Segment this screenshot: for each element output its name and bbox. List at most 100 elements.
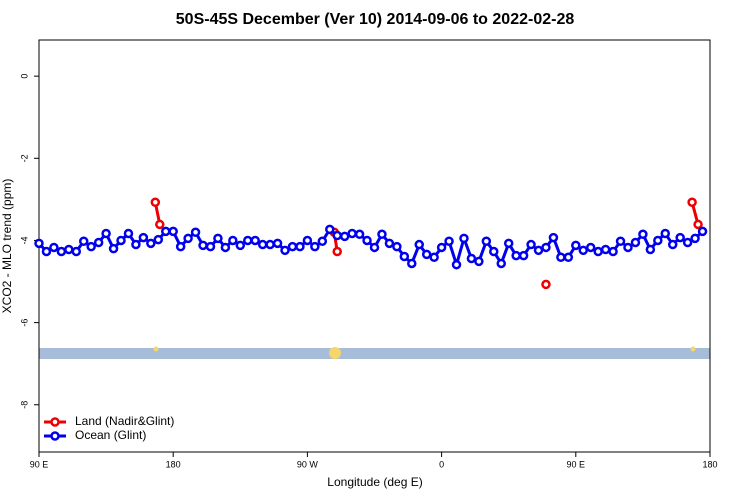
data-point: [585, 242, 596, 253]
y-tick-label: 0: [19, 74, 29, 79]
data-point: [302, 235, 313, 246]
data-point: [123, 228, 134, 239]
data-point: [265, 239, 275, 250]
data-point: [526, 239, 536, 250]
data-point: [108, 243, 119, 254]
x-tick-label: 90 E: [30, 459, 49, 469]
x-tick-label: 90 W: [297, 459, 319, 469]
data-point: [697, 226, 708, 237]
marker-dot: [690, 346, 696, 352]
data-point: [280, 245, 290, 256]
y-tick-label: -4: [19, 236, 29, 244]
x-axis-label: Longitude (deg E): [327, 475, 422, 489]
data-point: [548, 232, 559, 243]
data-point: [213, 233, 223, 244]
data-point: [608, 246, 618, 257]
data-point: [436, 242, 447, 253]
legend-marker: [50, 417, 60, 427]
data-point: [228, 235, 238, 246]
x-tick-label: 180: [702, 459, 717, 469]
data-point: [64, 244, 74, 255]
data-point: [235, 240, 246, 251]
data-point: [146, 238, 156, 249]
data-point: [571, 240, 581, 251]
data-point: [78, 236, 89, 247]
data-point: [287, 241, 298, 252]
data-point: [615, 236, 626, 247]
marker-dot: [329, 347, 341, 359]
data-point: [653, 235, 663, 246]
data-point: [667, 239, 678, 250]
data-point: [660, 228, 671, 239]
data-point: [272, 238, 283, 249]
chart-title: 50S-45S December (Ver 10) 2014-09-06 to …: [176, 11, 575, 28]
data-point: [362, 235, 372, 246]
data-point: [444, 236, 454, 247]
data-point: [150, 197, 161, 208]
data-point: [116, 235, 126, 246]
data-point: [71, 246, 82, 257]
data-point: [34, 238, 44, 249]
data-point: [49, 242, 59, 253]
data-point: [459, 233, 469, 244]
data-point: [205, 241, 216, 252]
data-point: [257, 239, 268, 250]
data-point: [160, 226, 171, 237]
data-point: [138, 232, 149, 243]
data-point: [369, 242, 380, 253]
y-axis-label: XCO2 - MLO trend (ppm): [0, 179, 14, 314]
data-point: [451, 259, 462, 270]
legend-label: Ocean (Glint): [75, 428, 146, 442]
data-point: [421, 249, 432, 260]
data-point: [168, 226, 178, 237]
marker-dot: [153, 346, 159, 352]
data-point: [511, 250, 521, 261]
data-point: [377, 229, 387, 240]
data-point: [623, 242, 633, 253]
data-point: [600, 244, 611, 255]
data-point: [466, 253, 477, 264]
x-tick-label: 90 E: [567, 459, 586, 469]
data-point: [518, 250, 529, 261]
data-point: [332, 230, 342, 241]
data-point: [56, 246, 67, 257]
legend-marker: [50, 431, 60, 441]
data-point: [541, 242, 551, 253]
data-point: [175, 241, 186, 252]
data-point: [317, 236, 328, 247]
data-point: [682, 237, 693, 248]
data-point: [414, 239, 424, 250]
data-point: [93, 237, 104, 248]
y-tick-label: -6: [19, 319, 29, 327]
y-tick-label: -2: [19, 154, 29, 162]
data-point: [687, 197, 697, 208]
data-point: [295, 241, 305, 252]
data-point: [481, 236, 492, 247]
data-point: [533, 245, 544, 256]
data-point: [407, 258, 417, 269]
data-point: [384, 238, 395, 249]
data-point: [190, 227, 201, 237]
data-point: [489, 246, 499, 257]
data-point: [332, 246, 342, 257]
data-point: [630, 237, 641, 248]
data-point: [131, 239, 141, 250]
data-point: [645, 244, 656, 255]
data-point: [183, 233, 193, 244]
legend-label: Land (Nadir&Glint): [75, 414, 174, 428]
data-point: [354, 229, 365, 240]
data-point: [690, 233, 700, 244]
data-point: [392, 241, 402, 252]
coverage-band: [39, 348, 710, 359]
data-point: [347, 228, 357, 239]
data-point: [41, 246, 52, 257]
data-point: [220, 242, 231, 253]
data-point: [541, 279, 551, 290]
data-point: [198, 240, 208, 251]
data-point: [556, 252, 566, 263]
data-point: [310, 241, 320, 252]
data-point: [399, 251, 410, 262]
y-tick-label: -8: [19, 401, 29, 409]
data-point: [155, 219, 165, 230]
data-point: [153, 234, 164, 245]
